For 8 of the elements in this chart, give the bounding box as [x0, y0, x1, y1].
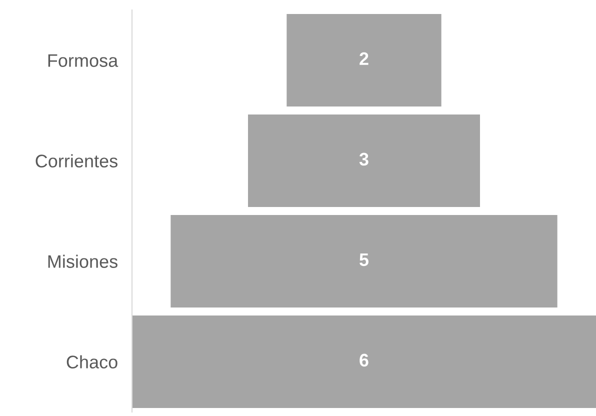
category-label: Corrientes: [36, 154, 118, 168]
category-label: Chaco: [66, 355, 118, 368]
data-label: 5: [360, 253, 369, 266]
data-label: 3: [359, 152, 368, 166]
data-label: 6: [360, 354, 368, 367]
category-label: Misiones: [48, 254, 118, 268]
data-label: 2: [360, 52, 368, 65]
category-label: Formosa: [48, 54, 118, 67]
